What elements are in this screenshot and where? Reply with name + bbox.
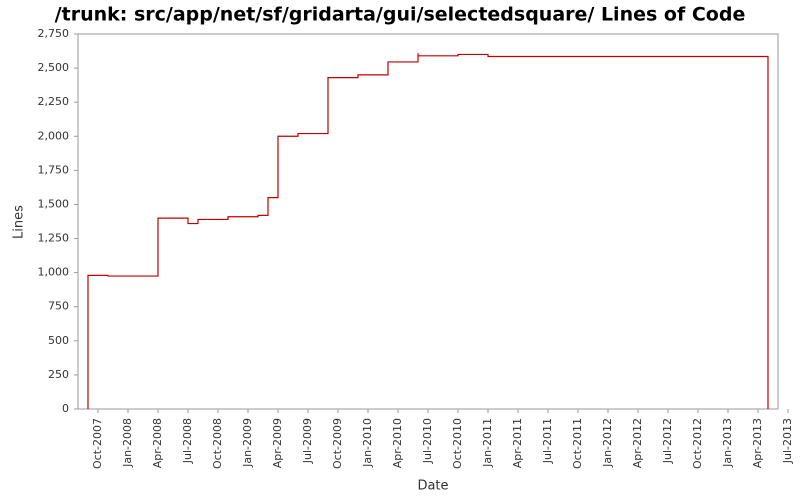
x-tick-label: Jul-2012	[661, 418, 674, 464]
y-tick-label: 250	[48, 368, 69, 381]
y-tick-label: 2,250	[38, 95, 70, 108]
y-tick-label: 750	[48, 300, 69, 313]
x-tick-label: Jul-2010	[421, 418, 434, 464]
y-tick-label: 500	[48, 334, 69, 347]
y-tick-label: 2,500	[38, 61, 70, 74]
x-tick-label: Oct-2011	[571, 418, 584, 469]
line-series	[87, 53, 769, 409]
x-tick-label: Jul-2009	[301, 418, 314, 464]
x-tick-label: Apr-2009	[271, 418, 284, 468]
x-tick-label: Jan-2013	[721, 418, 734, 468]
x-tick-label: Jul-2011	[541, 418, 554, 464]
x-tick-label: Apr-2013	[751, 418, 764, 468]
x-tick-label: Jul-2008	[181, 418, 194, 464]
x-tick-label: Jan-2009	[241, 418, 254, 468]
y-tick-label: 1,500	[38, 197, 70, 210]
y-tick-label: 2,000	[38, 129, 70, 142]
x-tick-label: Jan-2010	[361, 418, 374, 468]
x-tick-label: Jul-2013	[781, 418, 794, 464]
x-tick-label: Jan-2012	[601, 418, 614, 468]
y-axis-title: Lines	[12, 205, 27, 239]
chart-title: /trunk: src/app/net/sf/gridarta/gui/sele…	[55, 4, 746, 26]
y-tick-label: 0	[62, 402, 69, 415]
x-tick-label: Oct-2007	[91, 418, 104, 469]
x-tick-label: Oct-2008	[211, 418, 224, 469]
x-axis-title: Date	[417, 479, 448, 494]
x-tick-label: Apr-2012	[631, 418, 644, 468]
y-tick-label: 1,750	[38, 163, 70, 176]
x-tick-label: Apr-2011	[511, 418, 524, 468]
x-tick-label: Oct-2009	[331, 418, 344, 469]
y-tick-label: 1,250	[38, 232, 70, 245]
x-tick-label: Apr-2010	[391, 418, 404, 468]
x-tick-label: Jan-2011	[481, 418, 494, 468]
y-tick-label: 2,750	[38, 27, 70, 40]
plot-area	[77, 33, 779, 410]
y-tick-label: 1,000	[38, 266, 70, 279]
x-tick-label: Apr-2008	[151, 418, 164, 468]
x-tick-label: Jan-2008	[121, 418, 134, 468]
x-tick-label: Oct-2012	[691, 418, 704, 469]
x-tick-label: Oct-2010	[451, 418, 464, 469]
